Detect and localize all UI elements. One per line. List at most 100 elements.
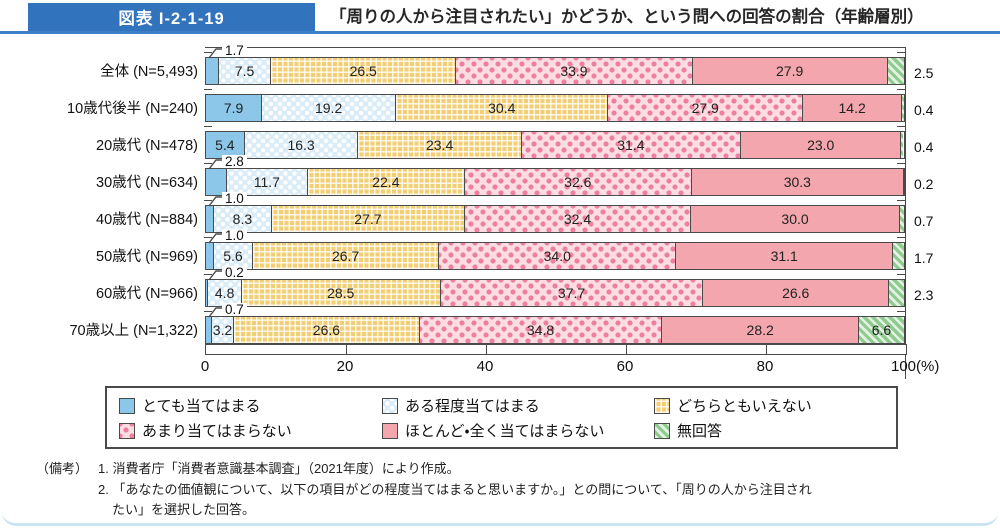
axis-tick — [204, 163, 212, 164]
figure-title: 「周りの人から注目されたい」かどうか、という問への回答の割合（年齢層別） — [330, 8, 924, 26]
segment-not-much: 33.9 — [455, 58, 692, 84]
leader-value: 0.7 — [222, 303, 247, 316]
stacked-bar: 8.3 27.7 32.4 30.0 — [205, 205, 905, 233]
axis-tick — [897, 89, 905, 90]
leader-value: 1.7 — [222, 44, 247, 57]
leader-label: 0.7 — [207, 303, 247, 318]
outside-value-label: 2.3 — [914, 287, 934, 303]
segment-not-much: 37.7 — [439, 280, 703, 306]
segment-no-answer — [902, 169, 904, 195]
segment-neither: 30.4 — [395, 95, 608, 121]
note-line-1: 1. 消費者庁「消費者意識基本調査」（2021年度）により作成。 — [98, 461, 460, 476]
category-label: 60歳代 (N=966) — [96, 286, 198, 302]
notes-prefix: （備考） — [36, 461, 89, 476]
title-underline-rule — [0, 31, 1000, 34]
segment-very-true: 5.4 — [206, 132, 244, 158]
segment-no-answer — [886, 58, 904, 84]
bar-row: 50歳代 (N=969) 1.0 5.6 26.7 34.0 31.1 1.7 — [96, 229, 933, 270]
segment-neither: 23.4 — [357, 132, 521, 158]
segment-very-true — [206, 317, 211, 343]
segment-neither: 26.5 — [270, 58, 456, 84]
axis-tick — [897, 163, 905, 164]
x-axis-box — [205, 344, 907, 355]
stacked-bar: 4.8 28.5 37.7 26.6 — [205, 279, 905, 307]
legend-label: ほとんど・全く当てはまらない — [405, 423, 605, 440]
leader-value: 2.8 — [222, 155, 247, 168]
stacked-bar: 5.6 26.7 34.0 31.1 — [205, 242, 905, 270]
axis-tick — [345, 345, 348, 354]
stacked-bar: 7.9 19.2 30.4 27.9 14.2 — [205, 94, 905, 122]
segment-very-true — [206, 206, 213, 232]
axis-tick — [897, 126, 905, 127]
x-tick-label: 80 — [756, 358, 774, 375]
segment-no-answer: 6.6 — [857, 317, 904, 343]
segment-no-answer — [900, 132, 904, 158]
note-line-2: 2. 「あなたの価値観について、以下の項目がどの程度当てはまると思いますか。」と… — [98, 481, 812, 497]
notes: （備考） 1. 消費者庁「消費者意識基本調査」（2021年度）により作成。 2.… — [36, 459, 976, 521]
axis-tick — [204, 89, 212, 90]
stacked-bar: 7.5 26.5 33.9 27.9 — [205, 57, 905, 85]
legend-swatch-no-answer — [654, 422, 670, 439]
segment-not-much: 27.9 — [607, 95, 803, 121]
axis-tick — [765, 345, 768, 354]
axis-tick — [204, 126, 212, 127]
note-line-3: たい」を選択した回答。 — [112, 502, 256, 518]
legend-item-somewhat-true: ある程度当てはまる — [382, 395, 654, 416]
leader-line-icon — [208, 307, 222, 318]
segment-very-true — [206, 58, 218, 84]
segment-not-at-all: 23.0 — [739, 132, 901, 158]
legend-swatch-neither — [654, 397, 670, 414]
leader-label: 1.0 — [207, 192, 247, 207]
segment-neither: 22.4 — [307, 169, 464, 195]
leader-value: 1.0 — [222, 192, 247, 205]
segment-not-much: 32.6 — [463, 169, 692, 195]
axis-tick — [897, 52, 905, 53]
bar-row: 70歳以上 (N=1,322) 0.7 3.2 26.6 34.8 28.2 6… — [69, 303, 905, 344]
x-tick-label: 40 — [476, 358, 494, 375]
x-tick-label: 0 — [200, 358, 210, 375]
outside-value-label: 0.2 — [914, 176, 934, 192]
leader-line-icon — [208, 233, 222, 244]
bar-row: 40歳代 (N=884) 1.0 8.3 27.7 32.4 30.0 0.7 — [96, 192, 933, 233]
legend-label: とても当てはまる — [142, 398, 261, 415]
segment-no-answer — [892, 243, 904, 269]
outside-value-label: 0.4 — [914, 139, 934, 155]
axis-tick — [625, 345, 628, 354]
chart-plot-area: 全体 (N=5,493) 1.7 7.5 26.5 33.9 27.9 2.5 … — [67, 44, 939, 379]
segment-somewhat-true: 16.3 — [243, 132, 358, 158]
leader-value: 1.0 — [222, 229, 247, 242]
legend-label: あまり当てはまらない — [142, 423, 292, 440]
category-label: 40歳代 (N=884) — [96, 212, 198, 228]
axis-tick — [485, 345, 488, 354]
axis-tick — [204, 311, 212, 312]
leader-label: 1.0 — [207, 229, 247, 244]
leader-line-icon — [208, 270, 222, 281]
category-label: 50歳代 (N=969) — [96, 249, 198, 265]
axis-tick — [204, 52, 212, 53]
leader-label: 1.7 — [207, 44, 247, 59]
segment-not-much: 32.4 — [464, 206, 690, 232]
bar-row: 60歳代 (N=966) 0.2 4.8 28.5 37.7 26.6 2.3 — [96, 266, 933, 307]
segment-not-much: 34.0 — [438, 243, 676, 269]
segment-very-true: 7.9 — [206, 95, 262, 121]
legend-label: ある程度当てはまる — [405, 398, 540, 415]
segment-not-at-all: 31.1 — [675, 243, 893, 269]
segment-very-true — [206, 243, 213, 269]
leader-value: 0.2 — [222, 266, 247, 279]
segment-no-answer — [901, 95, 904, 121]
bar-row: 全体 (N=5,493) 1.7 7.5 26.5 33.9 27.9 2.5 — [100, 44, 933, 85]
legend-swatch-not-at-all — [382, 422, 398, 439]
segment-not-at-all: 26.6 — [702, 280, 888, 306]
category-label: 20歳代 (N=478) — [96, 138, 198, 154]
leader-line-icon — [208, 48, 222, 59]
segment-no-answer — [899, 206, 904, 232]
stacked-bar: 11.7 22.4 32.6 30.3 — [205, 168, 905, 196]
leader-line-icon — [208, 196, 222, 207]
page-bottom-edge — [2, 509, 998, 526]
segment-no-answer — [887, 280, 904, 306]
segment-not-much: 31.4 — [520, 132, 740, 158]
segment-neither: 26.6 — [233, 317, 419, 343]
category-label: 10歳代後半 (N=240) — [67, 101, 198, 117]
segment-not-at-all: 30.0 — [689, 206, 900, 232]
notes-body: 1. 消費者庁「消費者意識基本調査」（2021年度）により作成。 2. 「あなた… — [98, 459, 812, 521]
